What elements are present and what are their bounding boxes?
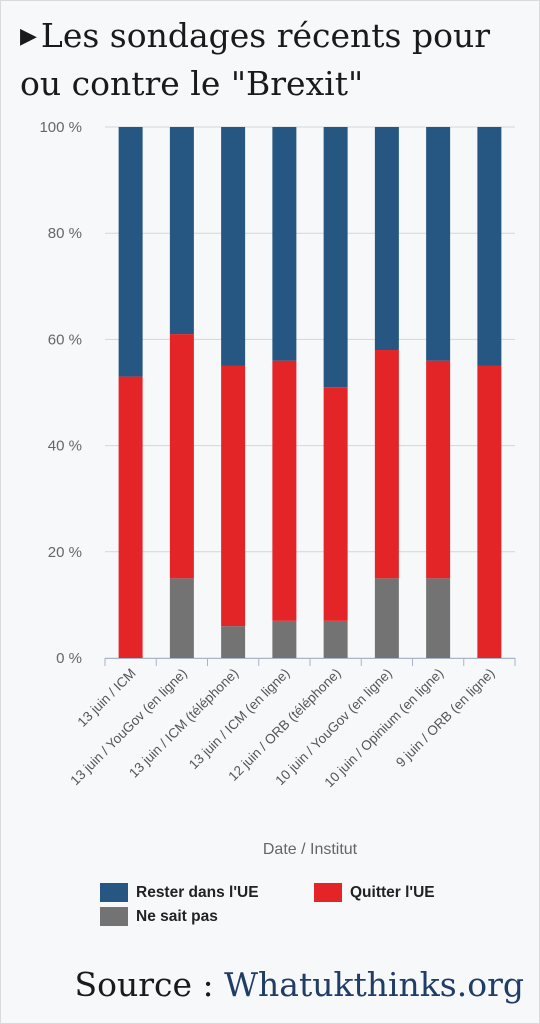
source-line: Source : Whatukthinks.org [75, 965, 525, 1004]
x-axis-title: Date / Institut [263, 841, 358, 858]
triangle-icon: ▶ [20, 24, 37, 49]
legend-label-leave: Quitter l'UE [350, 883, 435, 901]
bar-segment-remain [272, 127, 297, 361]
bar-segment-leave [221, 365, 246, 627]
bar-segment-remain [374, 127, 399, 351]
legend-swatch-remain [100, 883, 128, 902]
bar-segment-leave [323, 387, 348, 621]
legend-swatch-leave [314, 883, 342, 902]
source-link[interactable]: Whatukthinks.org [224, 965, 524, 1004]
bar-segment-remain [221, 127, 246, 366]
y-tick-label: 40 % [48, 438, 82, 455]
y-tick-label: 80 % [48, 225, 82, 242]
bar-segment-leave [118, 376, 143, 658]
legend-swatch-dontknow [100, 907, 128, 926]
bar-segment-leave [272, 360, 297, 621]
bar-segment-dontknow [169, 578, 194, 658]
legend-item-remain: Rester dans l'UE [100, 883, 259, 902]
bar-segment-leave [169, 334, 194, 579]
bar-segment-dontknow [272, 620, 297, 658]
y-tick-label: 0 % [56, 650, 82, 667]
bar-segment-leave [374, 350, 399, 579]
y-tick-label: 20 % [48, 544, 82, 561]
legend-item-leave: Quitter l'UE [314, 883, 435, 902]
legend-label-remain: Rester dans l'UE [136, 883, 259, 901]
y-tick-label: 60 % [48, 331, 82, 348]
x-tick-label: 13 juin / ICM (en ligne) [186, 666, 293, 773]
bar-segment-leave [477, 365, 502, 658]
chart-title-text: Les sondages récents pour ou contre le "… [20, 16, 490, 103]
y-tick-label: 100 % [39, 119, 82, 136]
bar-segment-remain [169, 127, 194, 335]
bar-segment-remain [426, 127, 451, 361]
bar-segment-remain [323, 127, 348, 388]
bar-segment-leave [426, 360, 451, 579]
chart-title: ▶ Les sondages récents pour ou contre le … [20, 12, 530, 107]
legend-label-dontknow: Ne sait pas [136, 907, 218, 925]
legend-item-dontknow: Ne sait pas [100, 907, 218, 926]
x-tick-label: 9 juin / ORB (en ligne) [393, 666, 498, 771]
bar-segment-dontknow [221, 626, 246, 658]
bar-segment-remain [477, 127, 502, 366]
bar-segment-dontknow [323, 620, 348, 658]
stacked-bar-chart: 0 %20 %40 %60 %80 %100 %13 juin / ICM13 … [39, 119, 516, 858]
bar-segment-dontknow [426, 578, 451, 658]
bar-segment-remain [118, 127, 143, 377]
bar-segment-dontknow [374, 578, 399, 658]
source-prefix: Source : [74, 965, 225, 1004]
